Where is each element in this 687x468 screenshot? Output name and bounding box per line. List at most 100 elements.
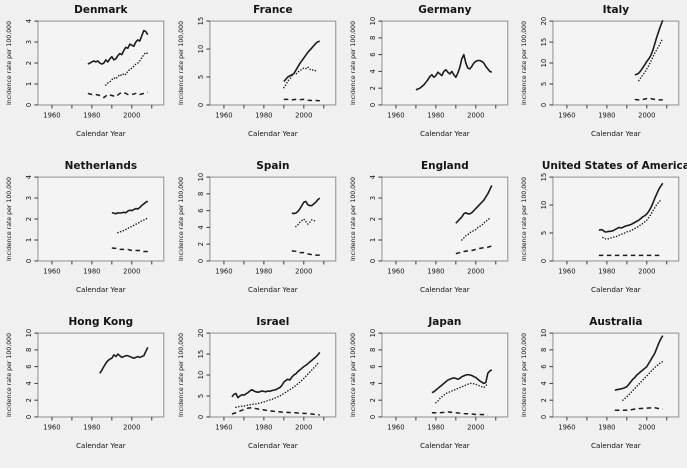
y-axis-tick-label: 15 xyxy=(197,350,205,359)
subplot-canvas: England 1960 1980 2000 0 1 2 3 4 Calendar Year Inc… xyxy=(349,160,508,294)
series-solid-line xyxy=(598,182,664,233)
subplot-canvas: Japan 1960 1980 2000 0 2 4 6 8 10 Calendar Year Inc… xyxy=(349,316,508,450)
x-axis-tick-label: 1960 xyxy=(43,111,60,119)
y-axis-label: Incidence rate per 100,000 xyxy=(521,177,528,261)
x-axis-tick-label: 2000 xyxy=(295,267,312,275)
subplot-title: Italy xyxy=(603,4,630,16)
y-axis-tick-label: 20 xyxy=(197,329,205,338)
y-axis-tick-label: 15 xyxy=(540,173,548,182)
series-dotted-line xyxy=(434,382,489,404)
y-axis-tick-label: 20 xyxy=(540,17,548,26)
x-axis-tick-label: 1960 xyxy=(387,111,404,119)
y-axis-label: Incidence rate per 100,000 xyxy=(178,177,185,261)
x-axis-tick-label: 2000 xyxy=(123,111,140,119)
y-axis-tick-label: 0 xyxy=(25,103,33,107)
subplot-canvas: Netherlands 1960 1980 2000 0 1 2 3 4 Calendar Yea… xyxy=(6,160,165,294)
subplot-germany: Germany 1960 1980 2000 0 2 4 6 8 10 Calendar Year I… xyxy=(344,0,516,156)
x-axis-label: Calendar Year xyxy=(419,441,469,450)
y-axis-label: Incidence rate per 100,000 xyxy=(6,177,13,261)
plot-panel xyxy=(37,332,165,418)
x-axis-label: Calendar Year xyxy=(76,441,126,450)
subplot-canvas: Hong Kong 1960 1980 2000 0 2 4 6 8 10 Calendar Yea… xyxy=(6,316,165,450)
x-axis-label: Calendar Year xyxy=(591,285,641,294)
y-axis-tick-label: 0 xyxy=(368,415,376,419)
y-axis-tick-label: 4 xyxy=(25,19,33,23)
plot-panel xyxy=(552,20,680,106)
x-axis-label: Calendar Year xyxy=(248,285,298,294)
series-dashed-line xyxy=(283,98,320,102)
series-dotted-line xyxy=(622,360,664,401)
x-axis-tick-label: 1980 xyxy=(598,111,615,119)
series-dotted-line xyxy=(234,362,319,409)
subplot-canvas: Australia 1960 1980 2000 0 2 4 6 8 10 Calendar Yea… xyxy=(521,316,680,450)
y-axis-tick-label: 10 xyxy=(540,59,548,68)
y-axis-tick-label: 0 xyxy=(540,103,548,107)
y-axis-tick-label: 2 xyxy=(25,217,33,221)
x-axis-tick-label: 2000 xyxy=(638,423,655,431)
y-axis-tick-label: 2 xyxy=(540,398,548,402)
x-axis-tick-label: 2000 xyxy=(638,267,655,275)
y-axis-tick-label: 1 xyxy=(25,82,33,86)
x-axis-tick-label: 1980 xyxy=(255,111,272,119)
subplot-denmark: Denmark 1960 1980 2000 0 1 2 3 4 Calendar Year Inc… xyxy=(0,0,172,156)
series-solid-line xyxy=(111,200,149,215)
series-dotted-line xyxy=(460,217,491,241)
x-axis-label: Calendar Year xyxy=(76,129,126,138)
y-axis-tick-label: 6 xyxy=(368,52,376,56)
y-axis-tick-label: 0 xyxy=(540,415,548,419)
x-axis-tick-label: 1980 xyxy=(83,423,100,431)
x-axis-tick-label: 1980 xyxy=(598,423,615,431)
y-axis-tick-label: 8 xyxy=(368,348,376,352)
y-axis-tick-label: 0 xyxy=(368,259,376,263)
series-solid-line xyxy=(431,369,492,394)
x-axis-tick-label: 2000 xyxy=(123,267,140,275)
x-axis-tick-label: 1960 xyxy=(387,267,404,275)
y-axis-tick-label: 8 xyxy=(25,348,33,352)
x-axis-tick-label: 1980 xyxy=(83,267,100,275)
y-axis-label: Incidence rate per 100,000 xyxy=(6,333,13,417)
series-dashed-line xyxy=(87,91,148,99)
y-axis-tick-label: 6 xyxy=(197,208,205,212)
x-axis-tick-label: 1980 xyxy=(427,267,444,275)
subplot-hong-kong: Hong Kong 1960 1980 2000 0 2 4 6 8 10 Calendar Yea… xyxy=(0,312,172,468)
subplot-spain: Spain 1960 1980 2000 0 2 4 6 8 10 Calendar Year Inc… xyxy=(172,156,344,312)
x-axis-tick-label: 2000 xyxy=(467,111,484,119)
subplot-canvas: Italy 1960 1980 2000 0 5 10 15 20 Calendar Year In… xyxy=(521,4,680,138)
plot-panel xyxy=(37,176,165,262)
y-axis-tick-label: 8 xyxy=(197,192,205,196)
y-axis-tick-label: 2 xyxy=(368,217,376,221)
y-axis-tick-label: 10 xyxy=(197,371,205,380)
x-axis-label: Calendar Year xyxy=(76,285,126,294)
x-axis-label: Calendar Year xyxy=(591,441,641,450)
y-axis-tick-label: 2 xyxy=(25,398,33,402)
y-axis-tick-label: 4 xyxy=(25,381,33,385)
y-axis-tick-label: 0 xyxy=(197,259,205,263)
subplot-canvas: France 1960 1980 2000 0 5 10 15 Calendar Year Inc… xyxy=(178,4,337,138)
y-axis-tick-label: 6 xyxy=(368,364,376,368)
y-axis-tick-label: 4 xyxy=(368,175,376,179)
x-axis-tick-label: 1980 xyxy=(427,423,444,431)
plot-panel xyxy=(209,20,337,106)
subplot-title: Spain xyxy=(256,160,289,172)
y-axis-tick-label: 1 xyxy=(25,238,33,242)
subplot-canvas: Israel 1960 1980 2000 0 5 10 15 20 Calendar Year I… xyxy=(178,316,337,450)
x-axis-tick-label: 1960 xyxy=(559,423,576,431)
x-axis-tick-label: 2000 xyxy=(295,423,312,431)
x-axis-tick-label: 1960 xyxy=(559,267,576,275)
x-axis-tick-label: 1960 xyxy=(215,267,232,275)
subplot-france: France 1960 1980 2000 0 5 10 15 Calendar Year Inc… xyxy=(172,0,344,156)
plot-panel xyxy=(209,332,337,418)
series-solid-line xyxy=(231,351,321,399)
series-dashed-line xyxy=(111,247,148,253)
x-axis-tick-label: 1980 xyxy=(83,111,100,119)
y-axis-tick-label: 8 xyxy=(368,36,376,40)
y-axis-tick-label: 1 xyxy=(368,238,376,242)
subplot-canvas: Germany 1960 1980 2000 0 2 4 6 8 10 Calendar Year I… xyxy=(349,4,508,138)
y-axis-tick-label: 8 xyxy=(540,348,548,352)
x-axis-tick-label: 1980 xyxy=(427,111,444,119)
y-axis-tick-label: 2 xyxy=(25,61,33,65)
y-axis-label: Incidence rate per 100,000 xyxy=(349,177,356,261)
x-axis-tick-label: 1980 xyxy=(255,423,272,431)
plot-panel xyxy=(380,20,508,106)
